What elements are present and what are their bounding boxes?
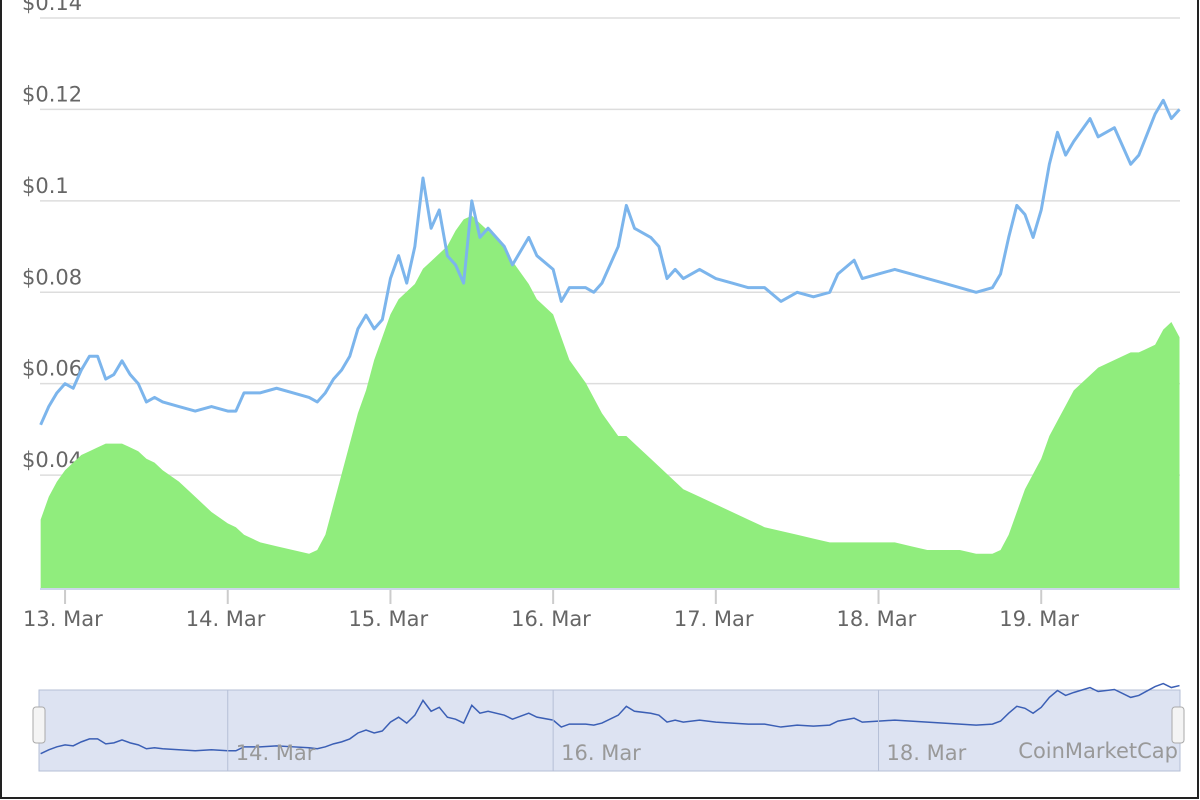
y-tick-label: $0.12 <box>22 82 82 106</box>
navigator-label: 14. Mar <box>236 741 316 765</box>
navigator: 14. Mar 16. Mar 18. Mar <box>32 682 1185 772</box>
x-tick-label: 18. Mar <box>837 607 917 631</box>
price-line <box>39 98 1181 426</box>
y-tick-label: $0.14 <box>22 0 82 15</box>
x-tick-label: 15. Mar <box>348 607 428 631</box>
navigator-handle[interactable] <box>1171 706 1185 744</box>
navigator-label: 18. Mar <box>887 741 967 765</box>
x-tick-label: 13. Mar <box>23 607 103 631</box>
x-tick-label: 14. Mar <box>186 607 266 631</box>
x-tick-label: 17. Mar <box>674 607 754 631</box>
y-tick-label: $0.1 <box>22 174 69 198</box>
navigator-box <box>38 689 1181 772</box>
volume-area <box>40 215 1180 588</box>
navigator-handle[interactable] <box>32 706 46 744</box>
navigator-label: 16. Mar <box>561 741 641 765</box>
credit: CoinMarketCap <box>1018 739 1178 763</box>
x-tick-label: 19. Mar <box>999 607 1079 631</box>
y-tick-label: $0.08 <box>22 265 82 289</box>
x-tick-label: 16. Mar <box>511 607 591 631</box>
y-tick-label: $0.06 <box>22 357 82 381</box>
